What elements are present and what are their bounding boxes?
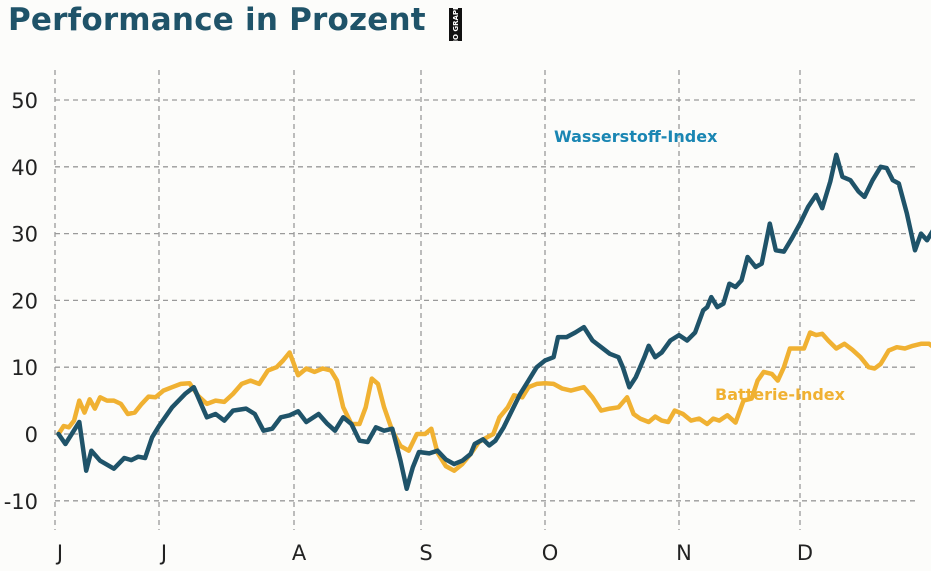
y-tick-label: 10 [11, 356, 38, 380]
grid [54, 70, 915, 530]
y-tick-label: 40 [11, 156, 38, 180]
graphic-credit-logo: NO GRAPH [449, 8, 462, 41]
series-label: Batterie-Index [715, 385, 846, 404]
chart-title: Performance in Prozent [8, 2, 426, 38]
y-tick-label: 0 [25, 423, 38, 447]
y-axis: 50 40 30 20 10 0 -10 [4, 89, 38, 514]
x-tick-label: A [292, 541, 307, 565]
x-tick-label: J [159, 541, 167, 565]
x-tick-label: O [542, 541, 559, 565]
x-tick-label: J [55, 541, 63, 565]
series-line-wasserstoff-index [56, 152, 931, 492]
series-lines [56, 152, 931, 492]
x-tick-label: D [797, 541, 813, 565]
y-tick-label: 30 [11, 223, 38, 247]
x-tick-label: N [676, 541, 692, 565]
y-tick-label: 20 [11, 289, 38, 313]
series-line-batterie-index [56, 330, 931, 473]
series-label: Wasserstoff-Index [554, 127, 718, 146]
y-tick-label: -10 [4, 490, 38, 514]
y-tick-label: 50 [11, 89, 38, 113]
series-labels: Wasserstoff-Index Batterie-Index [554, 127, 846, 404]
x-tick-label: S [419, 541, 432, 565]
